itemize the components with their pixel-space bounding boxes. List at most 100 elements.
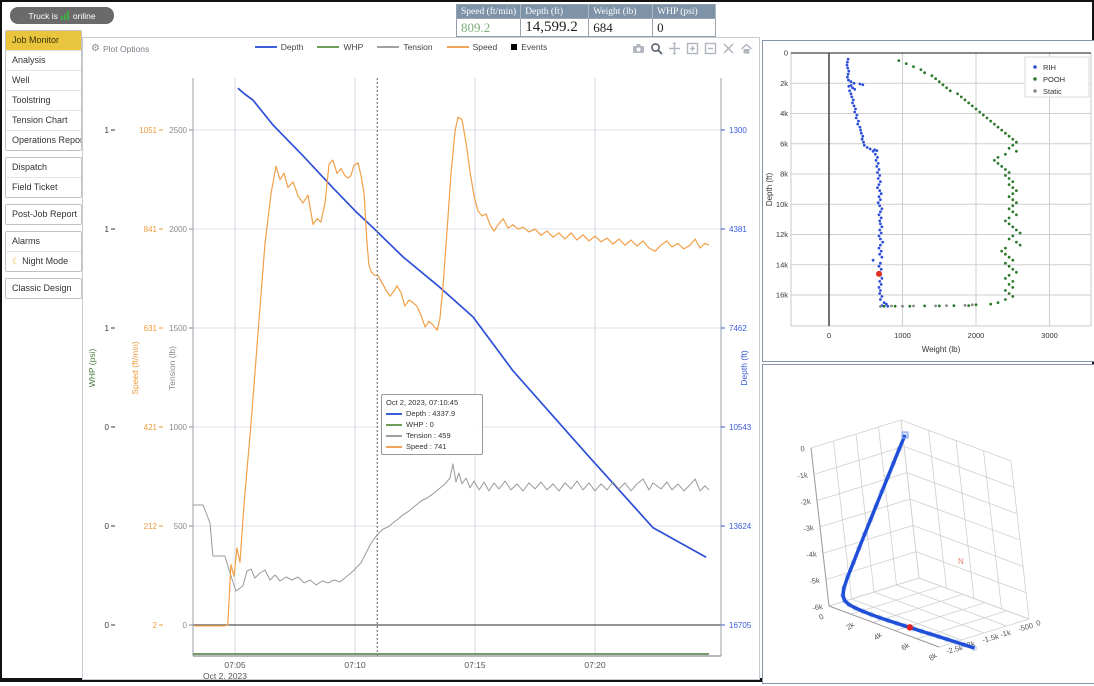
sidebar-item-classic-design[interactable]: Classic Design	[6, 279, 81, 298]
series-depth	[237, 87, 707, 559]
legend-item-tension[interactable]: Tension	[377, 42, 433, 52]
sidebar-item-analysis[interactable]: Analysis	[6, 51, 81, 71]
svg-text:7462: 7462	[729, 324, 747, 333]
sidebar-item-label: Night Mode	[22, 256, 69, 266]
well-trajectory-3d-chart[interactable]: 0-1k-2k-3k-4k-5k-6k02k4k6k8k0-500-1k-1.5…	[763, 365, 1093, 681]
svg-text:421: 421	[144, 423, 158, 432]
sidebar-item-label: Operations Report	[12, 135, 82, 145]
sidebar-item-label: Job Monitor	[12, 35, 60, 45]
tooltip-row: WHP : 0	[386, 420, 478, 429]
sidebar-item-operations-report[interactable]: Operations Report	[6, 131, 81, 150]
svg-text:4k: 4k	[780, 109, 788, 118]
reset-home-icon[interactable]	[740, 42, 753, 60]
legend-swatch	[446, 46, 469, 48]
svg-text:RIH: RIH	[1043, 63, 1056, 72]
svg-text:07:15: 07:15	[464, 660, 486, 670]
series-tension	[193, 463, 710, 592]
svg-text:WHP (psi): WHP (psi)	[87, 349, 97, 388]
sidebar-group: Post-Job Report	[5, 204, 82, 225]
sidebar-item-night-mode[interactable]: ☾ Night Mode	[6, 252, 81, 271]
legend-item-depth[interactable]: Depth	[254, 42, 304, 52]
truck-status-suffix: online	[72, 10, 96, 21]
truck-status-button[interactable]: Truck is online	[10, 7, 114, 24]
series-speed	[194, 116, 710, 627]
svg-text:631: 631	[144, 324, 158, 333]
svg-text:212: 212	[144, 522, 158, 531]
time-series-chart[interactable]: 1110001051841631421212225002000150010005…	[83, 38, 759, 679]
sidebar-item-label: Tension Chart	[12, 115, 68, 125]
svg-text:-6k: -6k	[812, 602, 824, 612]
legend-item-speed[interactable]: Speed	[446, 42, 498, 52]
sidebar-item-well[interactable]: Well	[6, 71, 81, 91]
svg-text:16705: 16705	[729, 621, 752, 630]
svg-text:2k: 2k	[780, 79, 788, 88]
svg-text:841: 841	[144, 225, 158, 234]
well-trajectory-panel: 0 -1k -2k -3k -4k -5k -6k 0 2k 4k 6k 8k 0 -500 -1k -1.5…	[762, 364, 1094, 684]
svg-text:1: 1	[105, 324, 110, 333]
autoscale-icon[interactable]	[722, 42, 735, 60]
svg-text:1: 1	[105, 126, 110, 135]
pan-icon[interactable]	[668, 42, 681, 60]
svg-text:0: 0	[827, 331, 831, 340]
trajectory-start-marker	[901, 431, 909, 439]
sidebar-item-post-job-report[interactable]: Post-Job Report	[6, 205, 81, 224]
tooltip-swatch	[386, 423, 402, 426]
scatter-series-rih	[845, 57, 890, 308]
camera-icon[interactable]	[632, 42, 645, 60]
svg-text:12k: 12k	[776, 230, 788, 239]
sidebar-item-toolstring[interactable]: Toolstring	[6, 91, 81, 111]
readout-value: 0	[652, 18, 716, 37]
svg-text:Weight (lb): Weight (lb)	[922, 345, 961, 354]
sidebar-item-label: Field Ticket	[12, 182, 58, 192]
sidebar-item-label: Analysis	[12, 55, 46, 65]
sidebar-item-alarms[interactable]: Alarms	[6, 232, 81, 252]
svg-text:0: 0	[105, 423, 110, 432]
sidebar-group: Alarms ☾ Night Mode	[5, 231, 82, 272]
scatter-series-static	[879, 303, 974, 308]
current-position-marker	[875, 270, 882, 277]
tooltip-value: Depth : 4337.9	[406, 409, 456, 418]
legend-item-whp[interactable]: WHP	[317, 42, 363, 52]
plot-options-label: Plot Options	[102, 44, 150, 54]
sidebar-item-label: Well	[12, 75, 30, 85]
sidebar-item-dispatch[interactable]: Dispatch	[6, 158, 81, 178]
svg-text:-500: -500	[1017, 621, 1034, 634]
legend-label: WHP	[343, 42, 364, 52]
sidebar-item-job-monitor[interactable]: Job Monitor	[6, 31, 81, 51]
svg-text:4k: 4k	[872, 630, 884, 642]
legend-item-events[interactable]: Events	[511, 42, 547, 52]
svg-text:POOH: POOH	[1043, 75, 1065, 84]
weight-depth-chart[interactable]: 0 1000 2000 3000 0 2k 4k 6k 8k 10k 12k 14k 16k Weight…	[763, 41, 1093, 359]
truck-status-prefix: Truck is	[28, 10, 58, 21]
svg-text:4381: 4381	[729, 225, 747, 234]
tooltip-swatch	[386, 445, 402, 448]
legend-label: Events	[521, 42, 548, 52]
sidebar-group: Dispatch Field Ticket	[5, 157, 82, 198]
legend-label: Speed	[472, 42, 498, 52]
svg-text:2500: 2500	[169, 126, 187, 135]
zoom-in-icon[interactable]	[686, 42, 699, 60]
weight-depth-panel: 0 1000 2000 3000 0 2k 4k 6k 8k 10k 12k 14k 16k Weight…	[762, 40, 1094, 362]
signal-icon	[60, 11, 70, 20]
zoom-out-icon[interactable]	[704, 42, 717, 60]
time-series-panel: ⚙ Plot Options Depth WHP Tension Speed Event…	[82, 37, 760, 680]
svg-text:2000: 2000	[968, 331, 985, 340]
zoom-icon[interactable]	[650, 42, 663, 60]
sidebar-item-tension-chart[interactable]: Tension Chart	[6, 111, 81, 131]
svg-text:07:20: 07:20	[584, 660, 606, 670]
plot-options-button[interactable]: ⚙ Plot Options	[91, 44, 150, 55]
tooltip-swatch	[386, 412, 402, 415]
svg-text:6k: 6k	[780, 139, 788, 148]
sidebar-item-label: Toolstring	[12, 95, 51, 105]
readout-table: Speed (ft/min) Depth (ft) Weight (lb) WHP (…	[456, 4, 716, 37]
svg-text:3000: 3000	[1041, 331, 1058, 340]
svg-text:-5k: -5k	[809, 576, 821, 586]
readout-value: 809.2	[456, 18, 522, 37]
legend-label: Depth	[280, 42, 304, 52]
readout-header: WHP (psi)	[652, 4, 716, 19]
svg-text:Depth (ft): Depth (ft)	[765, 172, 774, 206]
sidebar-item-field-ticket[interactable]: Field Ticket	[6, 178, 81, 197]
svg-text:10k: 10k	[776, 200, 788, 209]
svg-text:6k: 6k	[899, 640, 911, 652]
